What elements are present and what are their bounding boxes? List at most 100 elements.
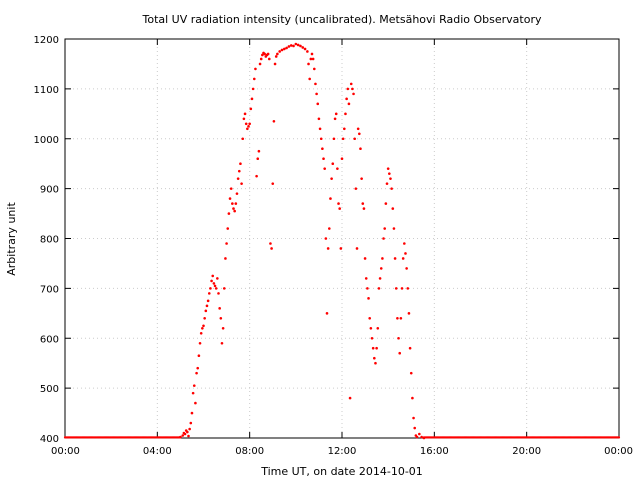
y-tick-label: 600 <box>40 334 59 345</box>
data-point <box>409 371 413 375</box>
data-point <box>386 167 390 170</box>
data-point <box>222 287 226 290</box>
y-tick-label: 500 <box>40 384 59 395</box>
data-point <box>255 174 258 178</box>
data-point <box>361 202 365 205</box>
data-point <box>360 177 363 180</box>
data-point <box>337 202 340 205</box>
data-point <box>367 297 370 300</box>
data-point <box>323 167 326 170</box>
data-point <box>389 177 392 180</box>
data-point <box>229 187 233 190</box>
data-points <box>63 42 621 440</box>
data-point <box>356 127 360 131</box>
data-point <box>334 112 338 116</box>
data-point <box>331 162 335 165</box>
data-point <box>415 435 419 439</box>
data-point <box>296 43 300 47</box>
data-point <box>321 147 324 151</box>
data-point <box>220 341 224 345</box>
data-point <box>418 432 421 436</box>
x-tick-label: 08:00 <box>235 446 264 457</box>
data-point <box>274 55 278 58</box>
data-point <box>197 354 201 358</box>
x-tick-label: 00:00 <box>51 446 80 457</box>
data-point <box>385 182 389 185</box>
data-point <box>241 137 245 141</box>
data-point <box>226 227 230 230</box>
data-point <box>292 44 295 48</box>
data-point <box>394 287 398 290</box>
y-axis-label: Arbitrary unit <box>5 202 18 276</box>
data-point <box>210 279 213 283</box>
data-point <box>339 247 343 250</box>
data-point <box>213 284 217 288</box>
data-point <box>249 107 253 111</box>
data-point <box>263 52 266 56</box>
data-point <box>246 127 249 131</box>
data-point <box>363 257 367 260</box>
data-point <box>362 207 366 210</box>
data-point <box>354 187 358 190</box>
data-point <box>280 48 284 52</box>
data-point <box>381 257 384 260</box>
data-point <box>314 82 317 86</box>
data-point <box>285 46 288 50</box>
data-point <box>413 426 417 430</box>
data-point <box>271 182 275 185</box>
data-point <box>231 202 234 205</box>
data-point <box>196 366 200 370</box>
data-point <box>407 312 411 315</box>
data-point <box>301 46 305 49</box>
data-point <box>242 117 246 121</box>
data-point <box>388 172 391 175</box>
axis-ticks: 400 500 600 700 800 900 1000 1100 1200 00:00 04:00… <box>34 35 633 457</box>
y-tick-label: 700 <box>40 284 59 295</box>
data-point <box>375 346 378 350</box>
data-point <box>299 44 302 48</box>
data-point <box>373 356 376 360</box>
data-point <box>374 361 377 365</box>
data-point <box>266 52 270 56</box>
data-point <box>371 346 375 350</box>
data-point <box>332 137 336 141</box>
data-point <box>399 317 403 320</box>
data-point <box>183 432 187 436</box>
data-point <box>316 102 320 106</box>
data-point <box>234 202 238 205</box>
data-point <box>217 292 220 295</box>
data-point <box>203 317 206 320</box>
data-point <box>391 207 395 210</box>
x-tick-label: 16:00 <box>420 446 449 457</box>
data-point <box>199 331 203 335</box>
data-point <box>400 287 404 290</box>
data-point <box>187 434 190 438</box>
data-point <box>186 430 189 434</box>
data-point <box>338 207 341 210</box>
data-point <box>294 42 298 46</box>
data-point <box>359 147 362 151</box>
data-point <box>235 192 239 195</box>
data-point <box>376 326 380 330</box>
data-point <box>308 77 311 81</box>
data-point <box>317 117 321 121</box>
data-point <box>214 287 218 290</box>
data-point <box>351 87 354 91</box>
y-tick-label: 1000 <box>34 135 59 146</box>
data-point <box>379 267 383 270</box>
data-point-baseline <box>617 436 621 439</box>
data-point <box>346 87 350 91</box>
grid-lines <box>65 39 619 438</box>
data-point <box>228 197 232 200</box>
data-point <box>390 187 393 190</box>
data-point <box>195 371 198 375</box>
data-point <box>191 391 195 395</box>
data-point <box>330 177 333 180</box>
data-point <box>248 122 251 126</box>
data-point <box>333 117 337 121</box>
chart-title: Total UV radiation intensity (uncalibrat… <box>142 13 542 26</box>
data-point <box>405 267 408 270</box>
data-point <box>311 57 315 61</box>
data-point <box>205 304 209 308</box>
data-point <box>189 421 193 425</box>
